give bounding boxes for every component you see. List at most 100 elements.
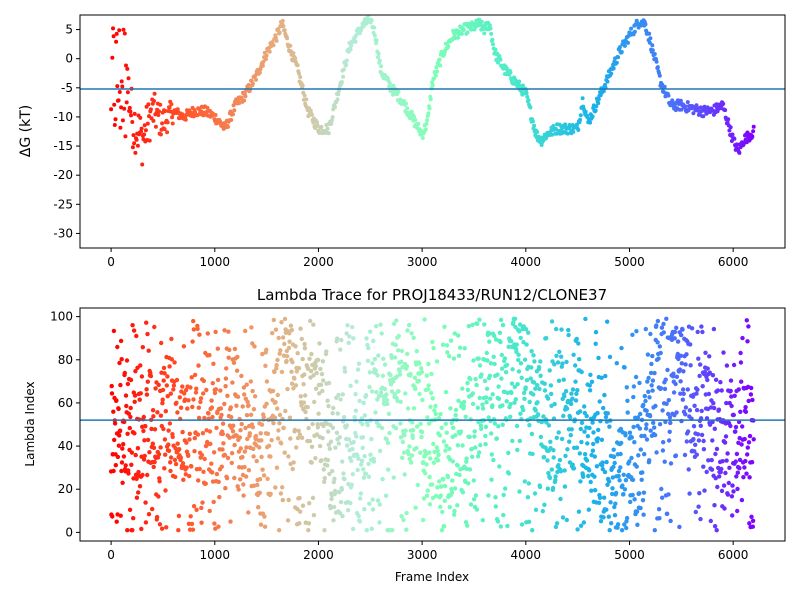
delta-g-point	[273, 35, 278, 40]
lambda-point	[272, 415, 278, 420]
lambda-point	[322, 479, 327, 484]
lambda-point	[118, 338, 124, 344]
lambda-point	[146, 512, 152, 517]
lambda-point	[603, 373, 608, 379]
lambda-point	[698, 416, 704, 421]
lambda-point	[447, 446, 452, 451]
delta-g-point	[117, 28, 122, 33]
lambda-point	[377, 423, 382, 428]
lambda-point	[586, 507, 591, 512]
delta-g-point	[264, 53, 269, 58]
delta-g-point	[632, 29, 637, 34]
lambda-point	[278, 491, 284, 496]
lambda-point	[524, 378, 530, 383]
lambda-point	[206, 411, 211, 416]
lambda-point	[662, 386, 668, 392]
lambda-point	[271, 317, 276, 323]
lambda-point	[570, 396, 575, 401]
lambda-point	[132, 393, 138, 398]
delta-g-point	[138, 115, 143, 120]
lambda-point	[146, 348, 151, 353]
lambda-point	[116, 443, 122, 448]
lambda-point	[654, 323, 659, 328]
lambda-point	[495, 372, 500, 377]
lambda-point	[346, 481, 351, 487]
lambda-point	[302, 346, 308, 351]
delta-g-point	[156, 113, 161, 117]
lambda-point	[436, 416, 442, 421]
lambda-point	[321, 467, 326, 472]
lambda-point	[523, 385, 528, 390]
delta-g-point	[280, 18, 285, 23]
lambda-point	[210, 414, 215, 420]
delta-g-point	[732, 136, 737, 141]
lambda-point	[344, 331, 349, 336]
lambda-point	[420, 397, 425, 403]
lambda-point	[396, 348, 401, 353]
delta-g-point	[242, 98, 247, 103]
lambda-point	[308, 368, 314, 374]
lambda-point	[490, 403, 495, 408]
lambda-point	[188, 385, 193, 390]
lambda-point	[258, 431, 263, 436]
lambda-point	[373, 324, 379, 329]
delta-g-point	[629, 26, 634, 31]
lambda-point	[396, 389, 401, 394]
lambda-point	[141, 428, 146, 434]
delta-g-point	[250, 81, 255, 86]
delta-g-point	[122, 106, 127, 111]
lambda-point	[220, 447, 225, 452]
delta-g-point	[254, 77, 258, 82]
lambda-point	[611, 454, 617, 459]
lambda-point	[162, 437, 168, 442]
lambda-point	[519, 375, 524, 380]
lambda-point	[739, 497, 745, 503]
lambda-point	[542, 502, 547, 507]
lambda-point	[150, 441, 155, 446]
lambda-point	[424, 493, 430, 498]
lambda-point	[303, 393, 308, 398]
delta-g-point	[487, 23, 492, 28]
lambda-point	[173, 474, 178, 480]
delta-g-point	[132, 111, 137, 116]
lambda-point	[423, 471, 428, 476]
lambda-point	[664, 401, 669, 406]
lambda-point	[235, 354, 240, 360]
lambda-point	[482, 322, 487, 327]
lambda-point	[266, 443, 272, 448]
lambda-point	[515, 447, 520, 453]
lambda-point	[634, 509, 640, 514]
lambda-point	[723, 434, 729, 439]
lambda-point	[404, 510, 409, 516]
lambda-point	[131, 328, 137, 333]
lambda-point	[109, 391, 115, 396]
lambda-point	[498, 524, 503, 529]
delta-g-point	[281, 24, 286, 29]
lambda-point	[337, 510, 343, 516]
lambda-point	[359, 458, 365, 464]
lambda-point	[706, 391, 712, 397]
lambda-point	[656, 356, 661, 361]
lambda-point	[480, 518, 485, 523]
lambda-point	[729, 394, 734, 399]
delta-g-point	[479, 19, 484, 24]
lambda-point	[199, 505, 204, 511]
lambda-point	[252, 394, 258, 399]
lambda-x-tick-label: 1000	[200, 548, 231, 562]
lambda-point	[145, 379, 150, 384]
lambda-point	[268, 491, 273, 497]
lambda-point	[173, 461, 179, 467]
lambda-point	[697, 373, 702, 379]
lambda-point	[640, 498, 646, 503]
lambda-point	[645, 379, 650, 384]
lambda-point	[319, 458, 324, 463]
lambda-point	[382, 386, 387, 392]
lambda-point	[189, 521, 195, 527]
delta-g-y-tick-label: 5	[65, 23, 73, 37]
lambda-point	[171, 383, 177, 388]
delta-g-point	[123, 134, 128, 139]
lambda-point	[353, 392, 358, 397]
lambda-point	[443, 448, 448, 453]
delta-g-point	[678, 98, 683, 103]
lambda-point	[282, 316, 288, 322]
